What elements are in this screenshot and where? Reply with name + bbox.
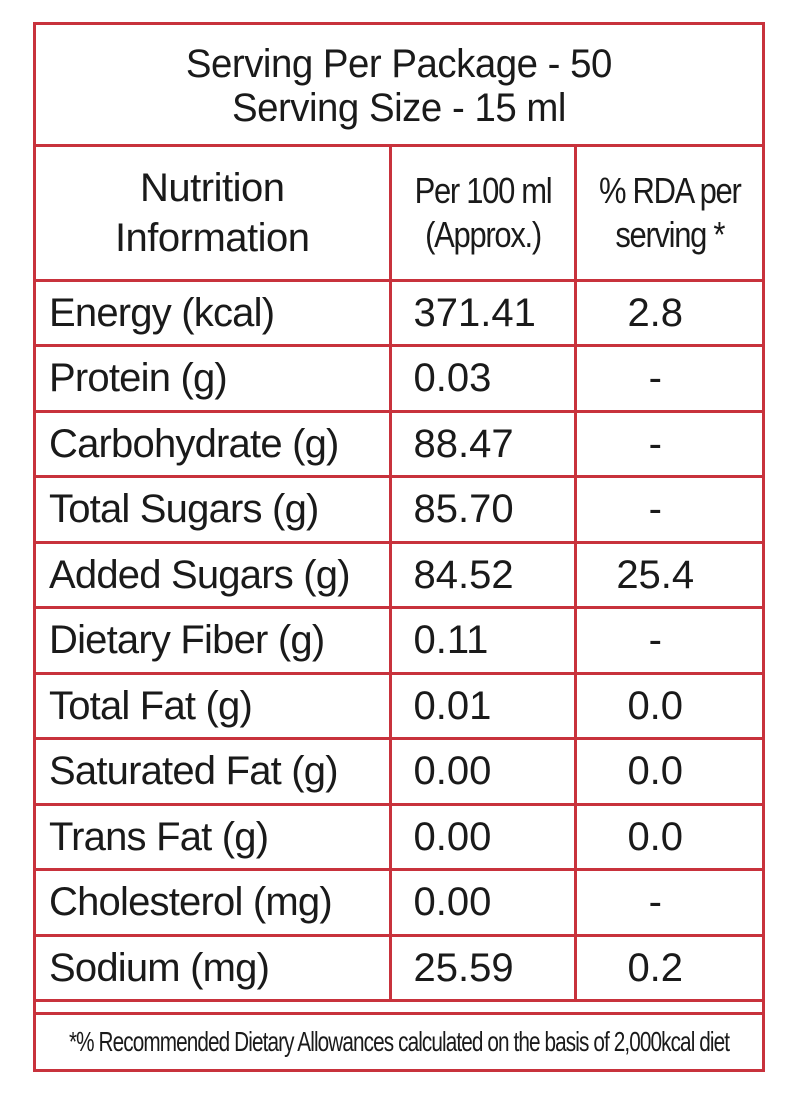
nutrient-rda: - <box>573 475 762 544</box>
column-header-rda-line1: % RDA per <box>598 169 741 211</box>
table-row: Saturated Fat (g) 0.00 0.0 <box>36 737 762 806</box>
column-header-nutrition-line1: Nutrition <box>140 165 285 210</box>
nutrient-name: Added Sugars (g) <box>36 540 392 609</box>
rda-footnote-text: *% Recommended Dietary Allowances calcul… <box>68 1026 730 1057</box>
nutrient-per-100ml: 88.47 <box>388 409 577 478</box>
nutrient-name: Cholesterol (mg) <box>36 868 392 937</box>
serving-header: Serving Per Package - 50 Serving Size - … <box>36 25 762 147</box>
table-row: Trans Fat (g) 0.00 0.0 <box>36 802 762 871</box>
nutrient-per-100ml: 0.00 <box>388 868 577 937</box>
nutrient-rda: 25.4 <box>573 540 762 609</box>
nutrient-rda: 0.0 <box>573 737 762 806</box>
table-row: Protein (g) 0.03 - <box>36 344 762 413</box>
nutrient-rda: 0.0 <box>573 671 762 740</box>
table-row: Added Sugars (g) 84.52 25.4 <box>36 540 762 609</box>
table-row: Sodium (mg) 25.59 0.2 <box>36 933 762 1002</box>
table-header-row: Nutrition Information Per 100 ml (Approx… <box>36 147 762 282</box>
nutrient-name: Carbohydrate (g) <box>36 409 392 478</box>
nutrient-rda: 0.2 <box>573 933 762 1002</box>
nutrition-label: Serving Per Package - 50 Serving Size - … <box>33 22 765 1072</box>
nutrient-rda: - <box>573 868 762 937</box>
nutrient-per-100ml: 0.00 <box>388 802 577 871</box>
column-header-per-100ml-line2: (Approx.) <box>424 213 542 255</box>
column-header-nutrition: Nutrition Information <box>36 147 392 282</box>
nutrient-rda: - <box>573 606 762 675</box>
nutrient-name: Trans Fat (g) <box>36 802 392 871</box>
nutrient-rda: - <box>573 409 762 478</box>
table-row: Total Sugars (g) 85.70 - <box>36 475 762 544</box>
table-row: Cholesterol (mg) 0.00 - <box>36 868 762 937</box>
table-row: Total Fat (g) 0.01 0.0 <box>36 671 762 740</box>
serving-per-package: Serving Per Package - 50 <box>185 41 613 86</box>
nutrient-per-100ml: 84.52 <box>388 540 577 609</box>
nutrient-name: Total Sugars (g) <box>36 475 392 544</box>
column-header-nutrition-line2: Information <box>114 215 310 260</box>
table-row: Dietary Fiber (g) 0.11 - <box>36 606 762 675</box>
serving-size: Serving Size - 15 ml <box>231 85 566 130</box>
nutrient-per-100ml: 0.03 <box>388 344 577 413</box>
column-header-per-100ml: Per 100 ml (Approx.) <box>388 147 577 282</box>
nutrient-per-100ml: 25.59 <box>388 933 577 1002</box>
nutrient-rda: 0.0 <box>573 802 762 871</box>
nutrient-name: Energy (kcal) <box>36 278 392 347</box>
nutrient-name: Saturated Fat (g) <box>36 737 392 806</box>
nutrition-table: Nutrition Information Per 100 ml (Approx… <box>36 147 762 1002</box>
nutrient-rda: 2.8 <box>573 278 762 347</box>
column-header-rda: % RDA per serving * <box>573 147 762 282</box>
table-row: Energy (kcal) 371.41 2.8 <box>36 278 762 347</box>
column-header-rda-line2: serving * <box>614 213 725 255</box>
nutrient-per-100ml: 0.01 <box>388 671 577 740</box>
nutrient-per-100ml: 0.11 <box>388 606 577 675</box>
rda-footnote: *% Recommended Dietary Allowances calcul… <box>36 1012 762 1069</box>
nutrient-name: Protein (g) <box>36 344 392 413</box>
nutrient-name: Dietary Fiber (g) <box>36 606 392 675</box>
table-row: Carbohydrate (g) 88.47 - <box>36 409 762 478</box>
nutrient-per-100ml: 0.00 <box>388 737 577 806</box>
nutrient-name: Total Fat (g) <box>36 671 392 740</box>
nutrient-per-100ml: 85.70 <box>388 475 577 544</box>
nutrient-rda: - <box>573 344 762 413</box>
nutrient-name: Sodium (mg) <box>36 933 392 1002</box>
nutrient-per-100ml: 371.41 <box>388 278 577 347</box>
column-header-per-100ml-line1: Per 100 ml <box>414 169 552 211</box>
